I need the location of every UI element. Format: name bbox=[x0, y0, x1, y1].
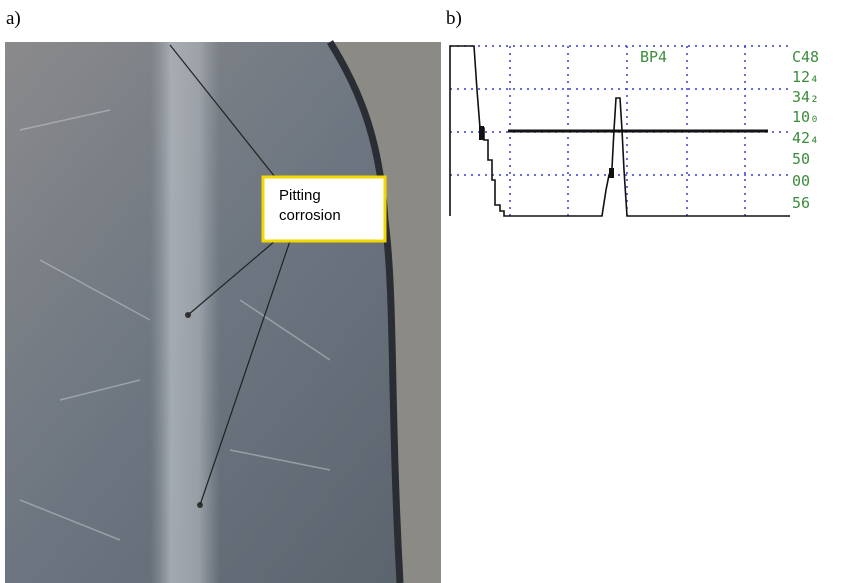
ascan-screen bbox=[445, 42, 846, 222]
panel-label: b) bbox=[446, 8, 462, 29]
callout-text: corrosion bbox=[279, 207, 341, 224]
reading: 12₄ bbox=[792, 68, 819, 86]
reading: 34₂ bbox=[792, 88, 819, 106]
reading: 00 bbox=[792, 172, 810, 190]
reading: 50 bbox=[792, 150, 810, 168]
reading: 42₄ bbox=[792, 129, 819, 147]
reading: C48 bbox=[792, 48, 819, 66]
screen-label: BP4 bbox=[640, 48, 667, 66]
reading: 10₀ bbox=[792, 108, 819, 126]
panel-label: a) bbox=[6, 8, 21, 29]
reading: 56 bbox=[792, 194, 810, 212]
callout-text: Pitting bbox=[279, 187, 321, 204]
figure: a) b) Pitting corrosion BP4 bbox=[0, 0, 846, 583]
photo bbox=[5, 42, 441, 583]
